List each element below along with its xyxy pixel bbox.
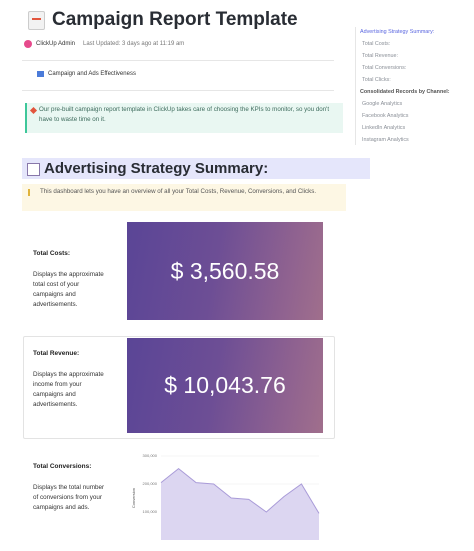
metric-card: $ 3,560.58: [127, 222, 323, 320]
toc-item[interactable]: Consolidated Records by Channel:: [360, 89, 450, 95]
y-axis-label: Conversion: [131, 488, 136, 508]
divider: [22, 60, 334, 61]
doc-title: Campaign Report Template: [52, 9, 298, 30]
toc-item[interactable]: LinkedIn Analytics: [362, 125, 406, 131]
y-tick-label: 300,000: [143, 453, 158, 458]
toc-rule: [355, 27, 356, 145]
card-label: Total Revenue:: [33, 350, 80, 357]
callout: Our pre-built campaign report template i…: [25, 103, 343, 133]
toc-item[interactable]: Facebook Analytics: [362, 113, 409, 119]
area: [161, 468, 319, 540]
avatar: [24, 40, 32, 48]
card-frame: [23, 336, 335, 439]
note-icon: [28, 189, 30, 196]
divider: [22, 90, 334, 91]
card-label: Total Costs:: [33, 250, 71, 257]
toc-item[interactable]: Total Conversions:: [362, 65, 407, 71]
y-tick-label: 200,000: [143, 481, 158, 486]
card-description: Displays the approximate income from you…: [33, 371, 104, 408]
section-heading: Advertising Strategy Summary:: [22, 158, 370, 179]
conversion-chart: 100,000 200,000 300,000 Conversion: [131, 453, 320, 540]
metric-card: $ 10,043.76: [127, 338, 323, 433]
tag-icon: [37, 71, 44, 77]
toc-item[interactable]: Advertising Strategy Summary:: [360, 29, 435, 35]
author[interactable]: ClickUp Admin: [36, 41, 76, 47]
toc-item[interactable]: Total Clicks:: [362, 77, 391, 83]
toc-item[interactable]: Total Costs:: [362, 41, 391, 47]
toc-item[interactable]: Instagram Analytics: [362, 137, 409, 143]
note: This dashboard lets you have an overview…: [22, 184, 346, 211]
y-tick-label: 100,000: [143, 509, 158, 514]
line: [160, 467, 320, 514]
card-description: Displays the approximate total cost of y…: [33, 271, 104, 308]
updated: Last Updated: 3 days ago at 11:19 am: [83, 41, 185, 47]
toc-item[interactable]: Google Analytics: [362, 101, 403, 107]
tag[interactable]: Campaign and Ads Effectiveness: [48, 71, 136, 77]
card-description: Displays the total number of conversions…: [33, 484, 105, 511]
heading-icon: [27, 163, 40, 176]
card-label: Total Conversions:: [33, 463, 92, 470]
toc-item[interactable]: Total Revenue:: [362, 53, 398, 59]
doc-icon: [28, 11, 45, 30]
